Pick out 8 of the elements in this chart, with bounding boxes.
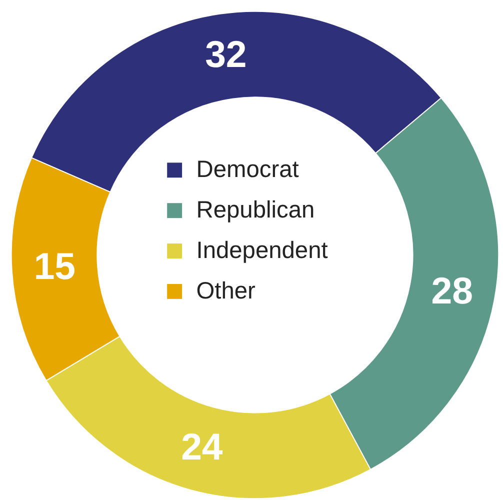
data-label: 15 [34, 245, 76, 288]
legend-label: Democrat [196, 157, 300, 184]
legend-label: Other [196, 278, 256, 304]
data-label: 28 [431, 269, 473, 312]
legend-label: Republican [196, 197, 315, 224]
legend-label: Independent [196, 238, 328, 264]
data-label: 24 [181, 425, 223, 468]
data-label: 32 [205, 33, 247, 76]
